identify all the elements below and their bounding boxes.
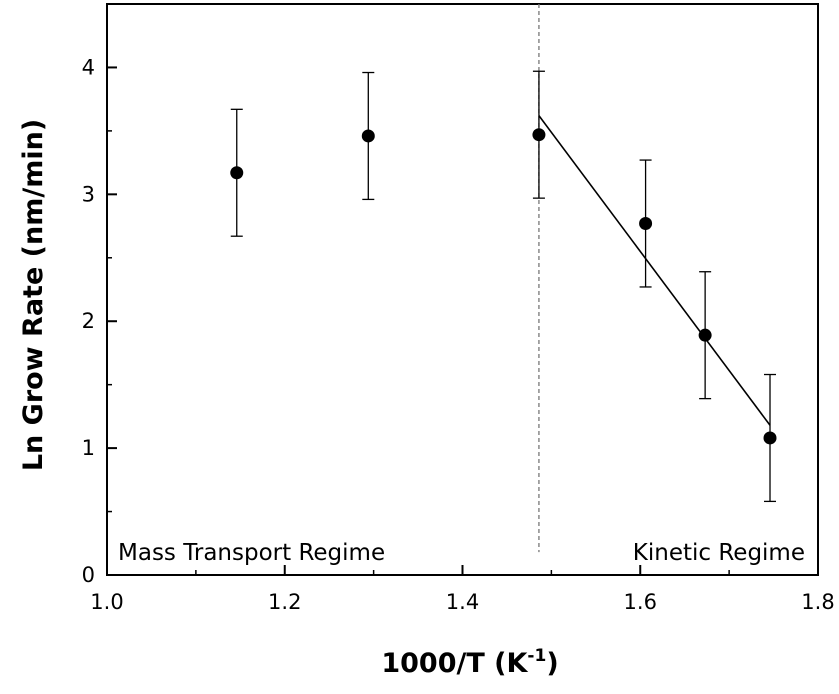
x-tick-label: 1.2: [268, 590, 301, 614]
x-tick-label: 1.0: [90, 590, 123, 614]
annotation-mass-transport: Mass Transport Regime: [118, 540, 385, 566]
data-point: [532, 128, 546, 142]
x-axis-title: 1000/T (K-1): [381, 646, 558, 679]
y-tick-label: 1: [82, 436, 95, 460]
x-tick-label: 1.4: [446, 590, 479, 614]
data-point: [361, 129, 375, 143]
data-point: [763, 431, 777, 445]
y-tick-label: 3: [82, 182, 95, 206]
y-axis-title: Ln Grow Rate (nm/min): [18, 119, 49, 471]
y-tick-label: 4: [82, 55, 95, 79]
data-point: [230, 166, 244, 180]
y-tick-label: 2: [82, 309, 95, 333]
data-point: [698, 328, 712, 342]
plot-frame: [106, 3, 819, 576]
x-tick-label: 1.8: [801, 590, 834, 614]
x-tick-label: 1.6: [624, 590, 657, 614]
data-point: [639, 217, 653, 231]
y-tick-label: 0: [82, 563, 95, 587]
linear-fit-line: [538, 115, 771, 426]
annotation-kinetic: Kinetic Regime: [633, 540, 805, 566]
